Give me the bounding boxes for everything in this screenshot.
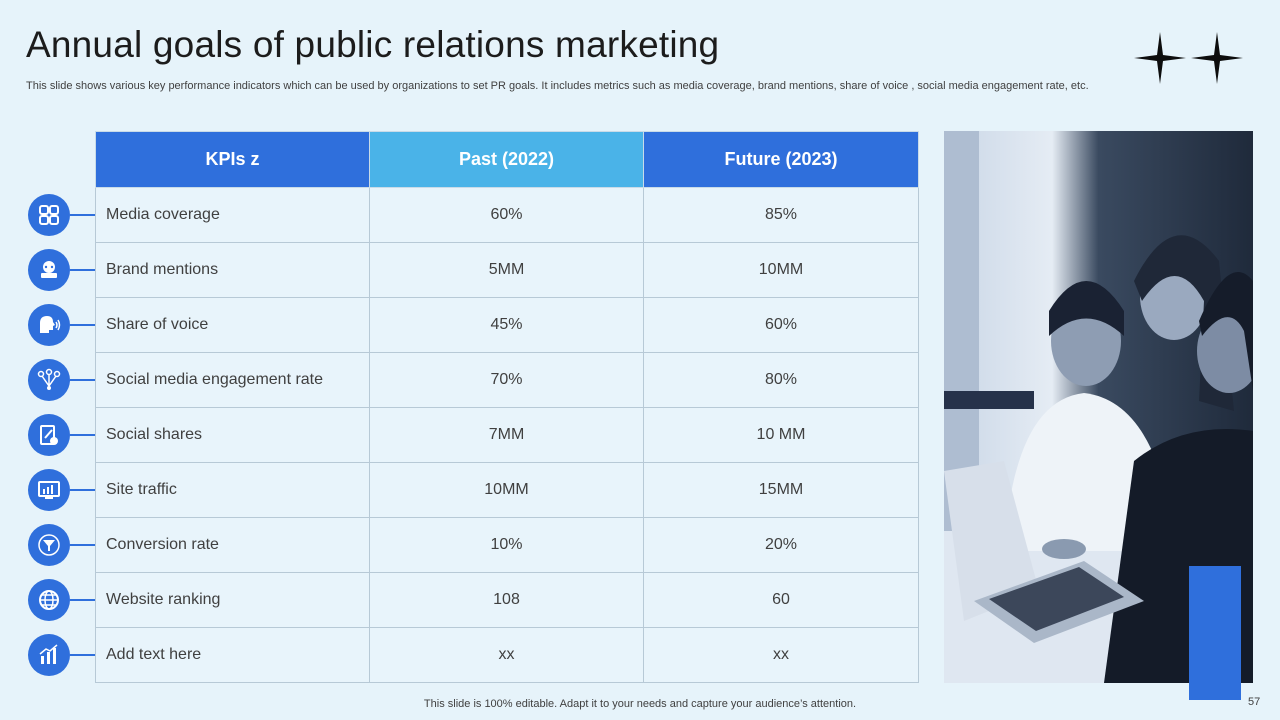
connector-line xyxy=(70,269,97,271)
table-row: Share of voice 45% 60% xyxy=(95,297,919,353)
past-value: 7MM xyxy=(369,407,644,463)
media-coverage-icon xyxy=(28,194,70,236)
future-value: 20% xyxy=(643,517,919,573)
kpi-table: KPIs z Past (2022) Future (2023) Media c… xyxy=(95,131,919,683)
kpi-name: Media coverage xyxy=(95,187,370,243)
kpi-icon-row xyxy=(28,627,98,682)
table-row: Conversion rate 10% 20% xyxy=(95,517,919,573)
past-value: 60% xyxy=(369,187,644,243)
table-row: Site traffic 10MM 15MM xyxy=(95,462,919,518)
future-value: 85% xyxy=(643,187,919,243)
conversion-funnel-icon xyxy=(28,524,70,566)
brand-mentions-icon xyxy=(28,249,70,291)
kpi-icon-row xyxy=(28,187,98,242)
accent-bar xyxy=(1189,566,1241,700)
future-value: 80% xyxy=(643,352,919,408)
footer-label: This slide is 100% editable. Adapt it to… xyxy=(423,698,857,710)
table-row: Website ranking 108 60 xyxy=(95,572,919,628)
globe-icon xyxy=(28,579,70,621)
table-header-row: KPIs z Past (2022) Future (2023) xyxy=(95,131,919,188)
kpi-icon-row xyxy=(28,242,98,297)
kpi-name: Add text here xyxy=(95,627,370,683)
page-number: 57 xyxy=(1248,696,1261,708)
table-row: Social shares 7MM 10 MM xyxy=(95,407,919,463)
kpi-name: Brand mentions xyxy=(95,242,370,298)
past-value: 108 xyxy=(369,572,644,628)
kpi-icon-row xyxy=(28,297,98,352)
kpi-icon-row xyxy=(28,407,98,462)
bar-chart-icon xyxy=(28,634,70,676)
connector-line xyxy=(70,654,97,656)
kpi-icon-row xyxy=(28,352,98,407)
kpi-icon-row xyxy=(28,462,98,517)
future-value: 60% xyxy=(643,297,919,353)
header-future: Future (2023) xyxy=(643,131,919,188)
kpi-name: Social media engagement rate xyxy=(95,352,370,408)
table-row: Social media engagement rate 70% 80% xyxy=(95,352,919,408)
future-value: 60 xyxy=(643,572,919,628)
connector-line xyxy=(70,489,97,491)
connector-line xyxy=(70,599,97,601)
connector-line xyxy=(70,544,97,546)
past-value: 10% xyxy=(369,517,644,573)
past-value: 10MM xyxy=(369,462,644,518)
site-traffic-icon xyxy=(28,469,70,511)
future-value: xx xyxy=(643,627,919,683)
sparkle-icon xyxy=(1191,32,1243,84)
connector-line xyxy=(70,214,97,216)
connector-line xyxy=(70,434,97,436)
kpi-name: Website ranking xyxy=(95,572,370,628)
past-value: 45% xyxy=(369,297,644,353)
social-shares-icon xyxy=(28,414,70,456)
footer-text: This slide is 100% editable. Adapt it to… xyxy=(0,698,1280,710)
table-row: Brand mentions 5MM 10MM xyxy=(95,242,919,298)
header-past: Past (2022) xyxy=(369,131,644,188)
future-value: 10MM xyxy=(643,242,919,298)
kpi-icon-row xyxy=(28,572,98,627)
past-value: 5MM xyxy=(369,242,644,298)
kpi-icon-row xyxy=(28,517,98,572)
past-value: xx xyxy=(369,627,644,683)
kpi-name: Social shares xyxy=(95,407,370,463)
table-row: Media coverage 60% 85% xyxy=(95,187,919,243)
future-value: 15MM xyxy=(643,462,919,518)
connector-line xyxy=(70,324,97,326)
connector-line xyxy=(70,379,97,381)
slide-subtitle: This slide shows various key performance… xyxy=(26,80,1089,92)
share-of-voice-icon xyxy=(28,304,70,346)
future-value: 10 MM xyxy=(643,407,919,463)
social-network-icon xyxy=(28,359,70,401)
sparkle-icon xyxy=(1134,32,1186,84)
slide-title: Annual goals of public relations marketi… xyxy=(26,24,720,65)
kpi-name: Conversion rate xyxy=(95,517,370,573)
header-kpis: KPIs z xyxy=(95,131,370,188)
kpi-name: Share of voice xyxy=(95,297,370,353)
kpi-name: Site traffic xyxy=(95,462,370,518)
past-value: 70% xyxy=(369,352,644,408)
table-row: Add text here xx xx xyxy=(95,627,919,683)
